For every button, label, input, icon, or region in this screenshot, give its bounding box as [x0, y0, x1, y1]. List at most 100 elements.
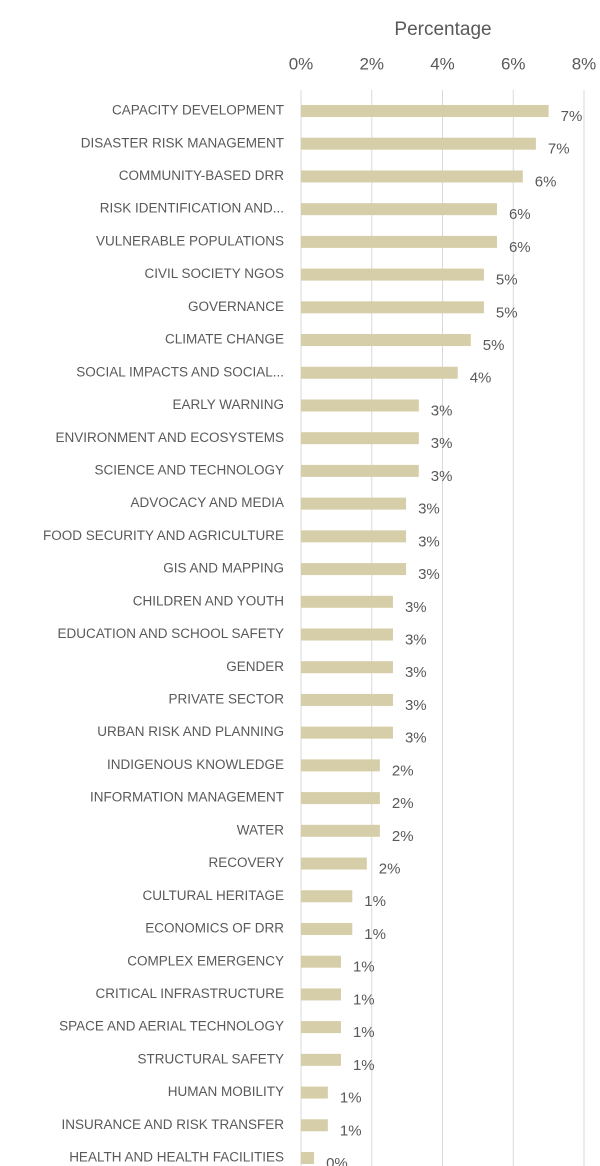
y-tick-label: GENDER	[226, 659, 284, 674]
x-tick-label: 6%	[501, 54, 526, 73]
bar	[301, 824, 380, 837]
value-label: 5%	[496, 304, 518, 321]
bar	[301, 530, 407, 543]
x-tick-label: 0%	[289, 54, 314, 73]
value-label: 6%	[535, 173, 557, 190]
bar	[301, 890, 353, 903]
value-label: 1%	[364, 893, 386, 910]
y-tick-label: PRIVATE SECTOR	[168, 692, 284, 707]
y-tick-label: ADVOCACY AND MEDIA	[130, 495, 284, 510]
y-tick-label: EDUCATION AND SCHOOL SAFETY	[57, 626, 284, 641]
bar	[301, 922, 353, 935]
x-tick-label: 2%	[359, 54, 384, 73]
bar	[301, 366, 458, 379]
bar	[301, 595, 393, 608]
value-label: 3%	[431, 402, 453, 419]
y-tick-label: HUMAN MOBILITY	[168, 1084, 284, 1099]
bar	[301, 759, 380, 772]
bar	[301, 1086, 328, 1099]
bar	[301, 235, 497, 248]
y-tick-label: DISASTER RISK MANAGEMENT	[81, 135, 284, 150]
y-tick-label: INSURANCE AND RISK TRANSFER	[61, 1117, 284, 1132]
y-tick-label: CHILDREN AND YOUTH	[133, 593, 284, 608]
bar	[301, 464, 419, 477]
bar	[301, 988, 341, 1001]
y-tick-label: HEALTH AND HEALTH FACILITIES	[69, 1150, 284, 1165]
bar	[301, 1021, 341, 1034]
value-label: 6%	[509, 206, 531, 223]
y-tick-label: ECONOMICS OF DRR	[145, 921, 284, 936]
axis-title: Percentage	[394, 19, 491, 40]
y-tick-label: FOOD SECURITY AND AGRICULTURE	[43, 528, 284, 543]
bar	[301, 955, 341, 968]
value-label: 2%	[379, 861, 401, 878]
y-tick-label: RISK IDENTIFICATION AND...	[100, 201, 284, 216]
bar	[301, 334, 471, 347]
bar	[301, 105, 549, 117]
y-tick-label: COMMUNITY-BASED DRR	[119, 168, 285, 183]
y-tick-label: URBAN RISK AND PLANNING	[97, 724, 284, 739]
y-tick-label: SOCIAL IMPACTS AND SOCIAL...	[76, 364, 284, 379]
bar	[301, 137, 536, 150]
value-label: 1%	[353, 991, 375, 1008]
value-label: 2%	[392, 762, 414, 779]
value-label: 3%	[418, 533, 440, 550]
bar	[301, 726, 393, 739]
value-label: 1%	[340, 1090, 362, 1107]
bar	[301, 170, 523, 183]
y-tick-label: GOVERNANCE	[188, 299, 284, 314]
bar	[301, 661, 393, 674]
bar	[301, 268, 484, 281]
bar	[301, 399, 419, 412]
value-label: 3%	[431, 435, 453, 452]
value-label: 3%	[405, 730, 427, 747]
value-label: 5%	[496, 272, 518, 289]
x-tick-label: 4%	[430, 54, 455, 73]
value-label: 7%	[561, 108, 583, 125]
y-tick-label: CULTURAL HERITAGE	[142, 888, 284, 903]
y-tick-label: CAPACITY DEVELOPMENT	[112, 103, 284, 118]
y-tick-label: ENVIRONMENT AND ECOSYSTEMS	[55, 430, 284, 445]
bar	[301, 563, 407, 576]
y-tick-label: INFORMATION MANAGEMENT	[90, 790, 284, 805]
value-label: 7%	[548, 141, 570, 158]
value-label: 4%	[470, 370, 492, 387]
value-label: 1%	[353, 959, 375, 976]
bar	[301, 497, 407, 510]
y-tick-label: VULNERABLE POPULATIONS	[96, 233, 284, 248]
value-label: 5%	[483, 337, 505, 354]
bar	[301, 1053, 341, 1066]
y-tick-label: RECOVERY	[208, 855, 284, 870]
y-tick-label: GIS AND MAPPING	[163, 561, 284, 576]
y-tick-label: COMPLEX EMERGENCY	[127, 953, 284, 968]
bar	[301, 792, 380, 805]
bar	[301, 628, 393, 641]
y-tick-label: INDIGENOUS KNOWLEDGE	[107, 757, 284, 772]
bar	[301, 1119, 328, 1132]
value-label: 3%	[405, 697, 427, 714]
bar	[301, 693, 393, 706]
bar	[301, 1152, 315, 1164]
bar	[301, 857, 367, 870]
value-label: 1%	[364, 926, 386, 943]
value-label: 3%	[405, 599, 427, 616]
value-label: 1%	[353, 1057, 375, 1074]
value-label: 3%	[405, 664, 427, 681]
y-tick-label: CLIMATE CHANGE	[165, 332, 284, 347]
y-tick-label: CRITICAL INFRASTRUCTURE	[95, 986, 284, 1001]
y-tick-label: WATER	[237, 822, 284, 837]
bar	[301, 203, 497, 216]
value-label: 2%	[392, 828, 414, 845]
y-tick-label: EARLY WARNING	[172, 397, 284, 412]
value-label: 0%	[326, 1155, 348, 1166]
y-tick-label: SPACE AND AERIAL TECHNOLOGY	[59, 1019, 284, 1034]
value-label: 1%	[340, 1122, 362, 1139]
y-tick-label: CIVIL SOCIETY NGOS	[144, 266, 284, 281]
bar	[301, 432, 419, 445]
y-tick-label: SCIENCE AND TECHNOLOGY	[94, 462, 284, 477]
y-tick-label: STRUCTURAL SAFETY	[137, 1051, 284, 1066]
value-label: 1%	[353, 1024, 375, 1041]
x-tick-label: 8%	[572, 54, 597, 73]
bar	[301, 301, 484, 314]
